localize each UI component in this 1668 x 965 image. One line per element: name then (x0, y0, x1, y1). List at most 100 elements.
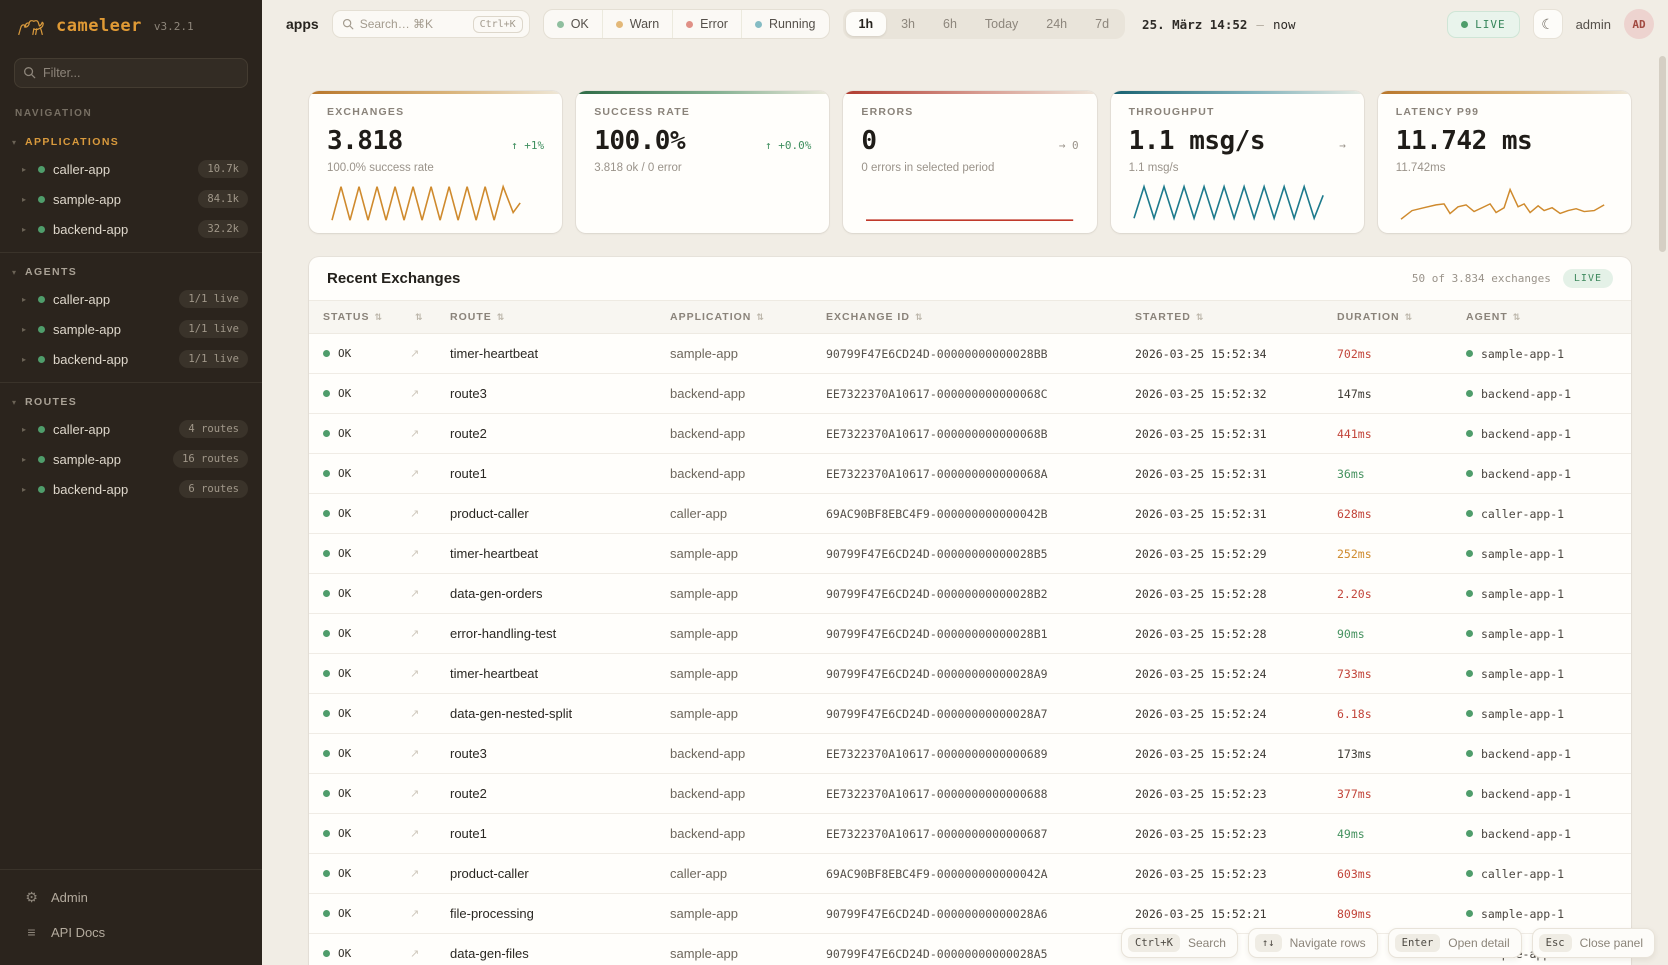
sidebar-item-agent[interactable]: ▸ backend-app 1/1 live (0, 344, 262, 374)
column-header-exchange-id[interactable]: EXCHANGE ID ⇅ (826, 311, 924, 323)
open-exchange-icon[interactable]: ↗ (410, 748, 420, 760)
open-exchange-icon[interactable]: ↗ (410, 668, 420, 680)
open-exchange-icon[interactable]: ↗ (410, 548, 420, 560)
started-cell: 2026-03-25 15:52:28 (1135, 626, 1267, 641)
open-exchange-icon[interactable]: ↗ (410, 508, 420, 520)
agent-status-dot (1466, 350, 1473, 357)
exchange-row[interactable]: OK ↗ error-handling-test sample-app 9079… (309, 614, 1631, 654)
exchange-row[interactable]: OK ↗ file-processing sample-app 90799F47… (309, 894, 1631, 934)
column-header-link[interactable]: ⇅ (410, 312, 450, 323)
exchange-row[interactable]: OK ↗ route3 backend-app EE7322370A10617-… (309, 374, 1631, 414)
page-scrollbar-thumb[interactable] (1659, 56, 1666, 252)
open-exchange-icon[interactable]: ↗ (410, 588, 420, 600)
started-cell: 2026-03-25 15:52:32 (1135, 386, 1267, 401)
exchange-row[interactable]: OK ↗ timer-heartbeat sample-app 90799F47… (309, 334, 1631, 374)
status-cell: OK (323, 707, 410, 720)
open-exchange-icon[interactable]: ↗ (410, 388, 420, 400)
column-header-agent[interactable]: AGENT ⇅ (1466, 311, 1522, 323)
sidebar-item-agent[interactable]: ▸ sample-app 1/1 live (0, 314, 262, 344)
exchange-row[interactable]: OK ↗ route3 backend-app EE7322370A10617-… (309, 734, 1631, 774)
duration-cell: 2.20s (1337, 586, 1372, 601)
search-icon (24, 67, 36, 79)
agent-name: caller-app-1 (1481, 506, 1565, 521)
column-header-status[interactable]: STATUS ⇅ (323, 311, 383, 323)
sidebar-item-application[interactable]: ▸ sample-app 84.1k (0, 184, 262, 214)
column-header-application[interactable]: APPLICATION ⇅ (670, 311, 765, 323)
status-filter-button[interactable]: Running (740, 10, 829, 38)
sidebar-item-label: caller-app (53, 421, 111, 437)
section-header-agents[interactable]: ▾ AGENTS (0, 259, 262, 284)
date-from: 25. März 14:52 (1142, 16, 1248, 32)
open-exchange-icon[interactable]: ↗ (410, 428, 420, 440)
kpi-card-latency[interactable]: LATENCY P99 11.742 ms 11.742ms (1377, 91, 1631, 233)
time-range-button[interactable]: 6h (930, 12, 970, 36)
chevron-right-icon: ▸ (22, 484, 27, 494)
sidebar-item-route[interactable]: ▸ sample-app 16 routes (0, 444, 262, 474)
exchange-row[interactable]: OK ↗ product-caller caller-app 69AC90BF8… (309, 494, 1631, 534)
column-header-route[interactable]: ROUTE ⇅ (450, 311, 506, 323)
column-header-duration[interactable]: DURATION ⇅ (1337, 311, 1414, 323)
open-exchange-icon[interactable]: ↗ (410, 908, 420, 920)
sidebar-item-agent[interactable]: ▸ caller-app 1/1 live (0, 284, 262, 314)
time-range-button[interactable]: 24h (1033, 12, 1080, 36)
kpi-card-success-rate[interactable]: SUCCESS RATE 100.0% ↑ +0.0% 3.818 ok / 0… (576, 91, 830, 233)
exchange-row[interactable]: OK ↗ timer-heartbeat sample-app 90799F47… (309, 654, 1631, 694)
avatar[interactable]: AD (1624, 9, 1654, 39)
status-filter-button[interactable]: Warn (601, 10, 672, 38)
open-exchange-icon[interactable]: ↗ (410, 868, 420, 880)
status-dot (38, 455, 45, 463)
chevron-down-icon: ▾ (12, 397, 17, 407)
open-exchange-icon[interactable]: ↗ (410, 468, 420, 480)
sidebar-item-route[interactable]: ▸ backend-app 6 routes (0, 474, 262, 504)
time-range-button[interactable]: 7d (1082, 12, 1122, 36)
section-header-applications[interactable]: ▾ APPLICATIONS (0, 129, 262, 154)
table-body: OK ↗ timer-heartbeat sample-app 90799F47… (309, 334, 1631, 965)
status-filter-button[interactable]: OK (544, 10, 602, 38)
search-input[interactable] (359, 17, 467, 31)
theme-toggle-button[interactable]: ☾ (1532, 9, 1563, 39)
kpi-card-exchanges[interactable]: EXCHANGES 3.818 ↑ +1% 100.0% success rat… (309, 91, 563, 233)
kpi-card-errors[interactable]: ERRORS 0 → 0 0 errors in selected period (843, 91, 1097, 233)
exchange-row[interactable]: OK ↗ route1 backend-app EE7322370A10617-… (309, 454, 1631, 494)
sidebar-item-route[interactable]: ▸ caller-app 4 routes (0, 414, 262, 444)
sidebar-item-application[interactable]: ▸ backend-app 32.2k (0, 214, 262, 244)
date-range[interactable]: 25. März 14:52 — now (1142, 17, 1295, 32)
global-search[interactable]: Ctrl+K (331, 10, 530, 38)
kpi-card-throughput[interactable]: THROUGHPUT 1.1 msg/s → 1.1 msg/s (1110, 91, 1364, 233)
exchange-row[interactable]: OK ↗ data-gen-orders sample-app 90799F47… (309, 574, 1631, 614)
application-cell: caller-app (670, 506, 728, 521)
status-color-dot (556, 20, 564, 28)
exchange-row[interactable]: OK ↗ route1 backend-app EE7322370A10617-… (309, 814, 1631, 854)
time-range-button[interactable]: 3h (888, 12, 928, 36)
open-exchange-icon[interactable]: ↗ (410, 828, 420, 840)
exchange-row[interactable]: OK ↗ route2 backend-app EE7322370A10617-… (309, 414, 1631, 454)
ok-status-dot (323, 350, 330, 357)
filter-input[interactable] (14, 58, 248, 88)
open-exchange-icon[interactable]: ↗ (410, 788, 420, 800)
open-exchange-icon[interactable]: ↗ (410, 708, 420, 720)
ok-status-dot (323, 630, 330, 637)
started-cell: 2026-03-25 15:52:31 (1135, 466, 1267, 481)
route-cell: data-gen-files (450, 946, 529, 961)
kpi-subtext: 0 errors in selected period (861, 162, 995, 174)
status-filter-button[interactable]: Error (672, 10, 741, 38)
live-toggle[interactable]: LIVE (1447, 10, 1520, 38)
time-range-button[interactable]: Today (972, 12, 1031, 36)
ok-status-dot (323, 670, 330, 677)
route-cell: route1 (450, 826, 487, 841)
section-header-routes[interactable]: ▾ ROUTES (0, 389, 262, 414)
sidebar-item-api-docs[interactable]: ≡ API Docs (0, 915, 262, 949)
kpi-value: 1.1 msg/s (1128, 126, 1266, 156)
time-range-button[interactable]: 1h (845, 12, 887, 36)
sidebar-item-admin[interactable]: ⚙ Admin (0, 880, 262, 915)
exchange-row[interactable]: OK ↗ timer-heartbeat sample-app 90799F47… (309, 534, 1631, 574)
sidebar-item-application[interactable]: ▸ caller-app 10.7k (0, 154, 262, 184)
exchange-row[interactable]: OK ↗ route2 backend-app EE7322370A10617-… (309, 774, 1631, 814)
sidebar-item-label: backend-app (53, 351, 129, 367)
open-exchange-icon[interactable]: ↗ (410, 348, 420, 360)
exchange-row[interactable]: OK ↗ product-caller caller-app 69AC90BF8… (309, 854, 1631, 894)
open-exchange-icon[interactable]: ↗ (410, 628, 420, 640)
exchange-row[interactable]: OK ↗ data-gen-nested-split sample-app 90… (309, 694, 1631, 734)
column-header-started[interactable]: STARTED ⇅ (1135, 311, 1205, 323)
open-exchange-icon[interactable]: ↗ (410, 948, 420, 960)
